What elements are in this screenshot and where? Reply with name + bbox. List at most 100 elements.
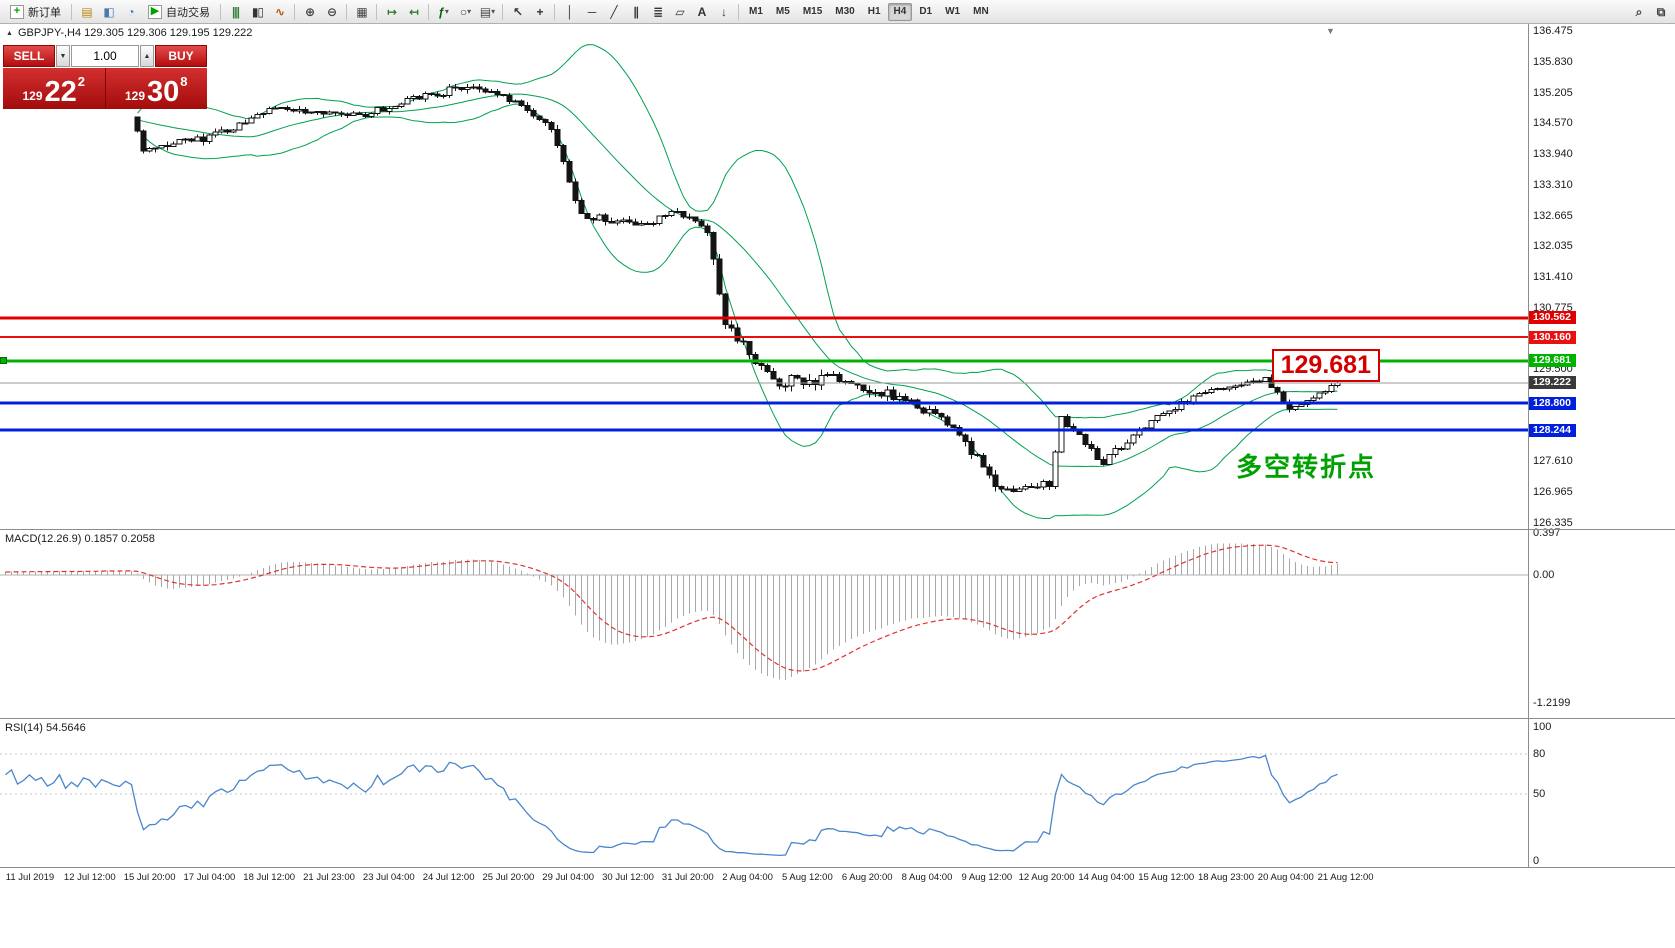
candle-body — [1250, 380, 1257, 383]
candle-body — [932, 409, 939, 414]
search-button[interactable]: ⌕ — [1628, 2, 1649, 22]
timeframe-h4-button[interactable]: H4 — [887, 2, 913, 21]
candle-body — [218, 129, 225, 133]
chart-shift-button[interactable]: ↤ — [403, 2, 424, 22]
arrows-button[interactable]: ↓ — [713, 2, 734, 22]
chart-annotation[interactable]: 多空转折点 — [1235, 452, 1376, 482]
volume-increase-button[interactable]: ▲ — [140, 45, 154, 67]
window-layout-button[interactable]: ⧉ — [1650, 2, 1671, 22]
time-axis-label: 6 Aug 20:00 — [841, 872, 893, 883]
price-axis-label: 132.665 — [1533, 209, 1573, 222]
candle-body — [554, 129, 561, 147]
periods-button[interactable]: ○ ▾ — [455, 2, 476, 22]
trendline-button[interactable]: ╱ — [603, 2, 624, 22]
timeframe-m5-button[interactable]: M5 — [775, 6, 790, 17]
cursor-button[interactable]: ↖ — [507, 2, 528, 22]
price-scale[interactable]: 136.475 135.830 135.205 134.570 133.940 133.3… — [1528, 24, 1675, 867]
crosshair-button[interactable]: + — [529, 2, 550, 22]
candle-body — [134, 116, 141, 132]
candle-body — [1052, 451, 1059, 488]
toolbar-separator — [71, 3, 72, 20]
timeframe-d1-button[interactable]: D1 — [919, 6, 933, 17]
time-axis-label: 9 Aug 12:00 — [961, 872, 1013, 883]
volume-decrease-button[interactable]: ▼ — [56, 45, 70, 67]
candle-body — [188, 138, 195, 142]
price-pane[interactable]: ▲ GBPJPY-,H4 129.305 129.306 129.195 129… — [0, 24, 1528, 529]
candle-body — [1016, 488, 1023, 492]
candle-body — [344, 113, 351, 117]
candle-body — [644, 222, 651, 225]
macd-chart-svg[interactable] — [0, 530, 1528, 718]
auto-scroll-button[interactable]: ↦ — [381, 2, 402, 22]
candlestick-chart-icon: ▮▯ — [251, 4, 264, 19]
candle-body — [536, 115, 543, 121]
candle-body — [950, 424, 957, 428]
buy-button[interactable]: BUY — [155, 45, 207, 67]
market-watch-button[interactable]: ▤ — [76, 2, 97, 22]
candle-body — [710, 232, 717, 260]
timeframe-m1-button[interactable]: M1 — [749, 6, 763, 17]
auto-trading-button[interactable]: ▶ 自动交易 — [142, 2, 216, 22]
rsi-chart-svg[interactable] — [0, 719, 1528, 867]
line-chart-button[interactable]: ∿ — [269, 2, 290, 22]
price-chart-svg[interactable] — [0, 24, 1528, 529]
candle-body — [1202, 392, 1209, 395]
bar-chart-button[interactable]: ||| — [225, 2, 246, 22]
hline-drag-handle[interactable] — [0, 357, 7, 364]
zoom-in-button[interactable]: ⊕ — [299, 2, 320, 22]
timeframe-m15-button[interactable]: M15 — [802, 6, 823, 17]
time-axis-label: 31 Jul 20:00 — [661, 872, 714, 883]
candle-body — [1082, 434, 1089, 445]
time-axis-label: 15 Jul 20:00 — [123, 872, 176, 883]
candle-body — [1190, 395, 1197, 403]
candle-body — [1100, 459, 1107, 465]
tile-windows-button[interactable]: ▦ — [351, 2, 372, 22]
vertical-line-button[interactable]: │ — [559, 2, 580, 22]
indicators-button[interactable]: ƒ ▾ — [433, 2, 454, 22]
candle-body — [722, 293, 729, 326]
one-click-collapse-icon[interactable]: ▲ — [6, 29, 13, 37]
candle-body — [338, 112, 345, 115]
timeframe-mn-button[interactable]: MN — [973, 6, 989, 17]
zoom-out-button[interactable]: ⊖ — [321, 2, 342, 22]
volume-input[interactable] — [71, 45, 139, 67]
fibonacci-button[interactable]: ≣ — [647, 2, 668, 22]
sell-price-display[interactable]: 129 22 2 — [3, 68, 105, 109]
equidistant-channel-button[interactable]: ∥ — [625, 2, 646, 22]
sell-button[interactable]: SELL — [3, 45, 55, 67]
time-axis[interactable]: 11 Jul 2019 12 Jul 12:00 15 Jul 20:00 17 Ju… — [0, 868, 1528, 888]
timeframe-h1-button[interactable]: H1 — [867, 6, 881, 17]
candle-body — [1004, 488, 1011, 491]
candlestick-chart-button[interactable]: ▮▯ — [247, 2, 268, 22]
price-axis-label: 135.830 — [1533, 56, 1573, 69]
candle-body — [1124, 442, 1131, 450]
price-level-callout[interactable]: 129.681 — [1271, 349, 1380, 382]
candle-body — [302, 108, 309, 114]
rsi-pane[interactable]: RSI(14) 54.5646 — [0, 719, 1528, 867]
vertical-line-icon: │ — [566, 4, 573, 19]
candle-body — [248, 117, 255, 124]
price-axis-label: 134.570 — [1533, 117, 1573, 130]
level-price-tag: 128.244 — [1529, 423, 1576, 437]
candle-body — [596, 214, 603, 221]
timeframe-w1-button[interactable]: W1 — [945, 6, 961, 17]
pane-separator — [0, 529, 1675, 530]
new-order-button[interactable]: + 新订单 — [4, 2, 67, 22]
candle-body — [1262, 377, 1269, 382]
chevron-down-icon: ▾ — [491, 7, 496, 16]
templates-button[interactable]: ▤ ▾ — [477, 2, 498, 22]
timeframe-m30-button[interactable]: M30 — [835, 6, 855, 17]
time-axis-label: 20 Aug 04:00 — [1257, 872, 1314, 883]
text-button[interactable]: A — [691, 2, 712, 22]
navigator-button[interactable]: ◔ — [120, 2, 141, 22]
candle-body — [230, 129, 237, 133]
buy-price-display[interactable]: 129 30 8 — [105, 68, 207, 109]
candle-body — [410, 96, 417, 99]
data-window-button[interactable]: ◧ — [98, 2, 119, 22]
horizontal-line-button[interactable]: ─ — [581, 2, 602, 22]
macd-pane[interactable]: MACD(12.26.9) 0.1857 0.2058 — [0, 530, 1528, 718]
candle-body — [296, 108, 303, 112]
shapes-button[interactable]: ▱ — [669, 2, 690, 22]
candle-body — [1226, 386, 1233, 390]
level-price-tag: 130.562 — [1529, 311, 1576, 325]
